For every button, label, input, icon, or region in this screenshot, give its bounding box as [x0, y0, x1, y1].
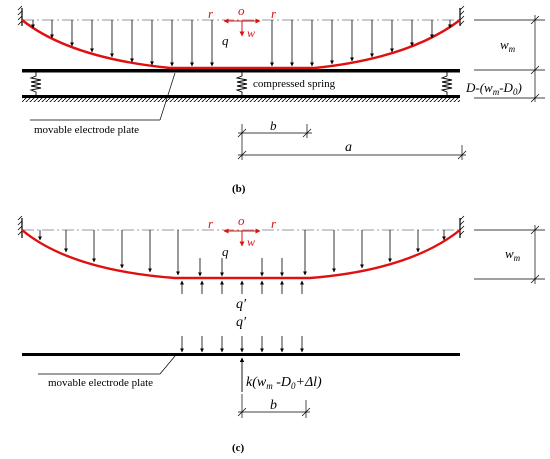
- plate-leader-b: [159, 72, 176, 121]
- left-clamp-b: [17, 5, 23, 26]
- a-label-b: a: [345, 140, 352, 155]
- origin-label-b: o: [238, 3, 245, 18]
- membrane-c: [21, 229, 461, 280]
- wm-label-b: wm: [500, 37, 516, 54]
- caption-b: (b): [232, 183, 246, 195]
- electrode-plate-c: [22, 353, 460, 356]
- b-label-c: b: [270, 398, 277, 413]
- plate-label-c: movable electrode plate: [48, 377, 153, 389]
- left-clamp-c: [17, 215, 23, 238]
- fixed-plate-b: [22, 95, 460, 98]
- b-dimension-c: [237, 394, 311, 418]
- r-left-label-b: r: [208, 6, 214, 21]
- spring-center-b: [235, 72, 248, 95]
- coordinate-axes-b: [223, 18, 261, 37]
- wm-dimension-b: [474, 15, 545, 103]
- plate-load-arrows-c: [180, 336, 304, 353]
- reaction-arrows-c: [180, 280, 304, 294]
- b-dimension-b: [237, 124, 312, 160]
- panel-c: r o r w q q′ q′ k(wm -D0+Δl) movable ele…: [17, 213, 545, 454]
- right-clamp-b: [459, 5, 465, 26]
- membrane-b: [21, 19, 461, 70]
- load-arrows-c: [38, 230, 446, 277]
- r-right-label-c: r: [271, 216, 277, 231]
- b-label-b: b: [270, 118, 277, 133]
- spring-right-b: [440, 72, 453, 95]
- panel-b: r o r w q compressed spring movable elec…: [17, 3, 545, 195]
- coordinate-axes-c: [223, 228, 261, 247]
- w-label-b: w: [247, 26, 255, 40]
- a-dimension-b: [237, 145, 467, 160]
- plate-leader-c: [159, 355, 176, 375]
- right-clamp-c: [459, 215, 465, 238]
- electrode-plate-b: [22, 69, 460, 73]
- q-label-c: q: [222, 244, 229, 259]
- origin-label-c: o: [238, 213, 245, 228]
- wm-dimension-c: [474, 225, 545, 284]
- caption-c: (c): [232, 442, 245, 454]
- q-prime-label-1-c: q′: [236, 297, 247, 312]
- q-prime-label-2-c: q′: [236, 315, 247, 330]
- w-label-c: w: [247, 235, 255, 249]
- spring-label-b: compressed spring: [253, 78, 336, 90]
- spring-left-b: [29, 72, 42, 95]
- spring-force-label-c: k(wm -D0+Δl): [246, 375, 322, 391]
- q-label-b: q: [222, 33, 229, 48]
- gap-label-b: D-(wm-D0): [465, 80, 522, 97]
- r-left-label-c: r: [208, 216, 214, 231]
- plate-label-b: movable electrode plate: [34, 124, 139, 136]
- wm-label-c: wm: [505, 246, 521, 263]
- load-arrows-b: [31, 20, 452, 67]
- fixed-plate-hatch-b: [22, 98, 460, 102]
- r-right-label-b: r: [271, 6, 277, 21]
